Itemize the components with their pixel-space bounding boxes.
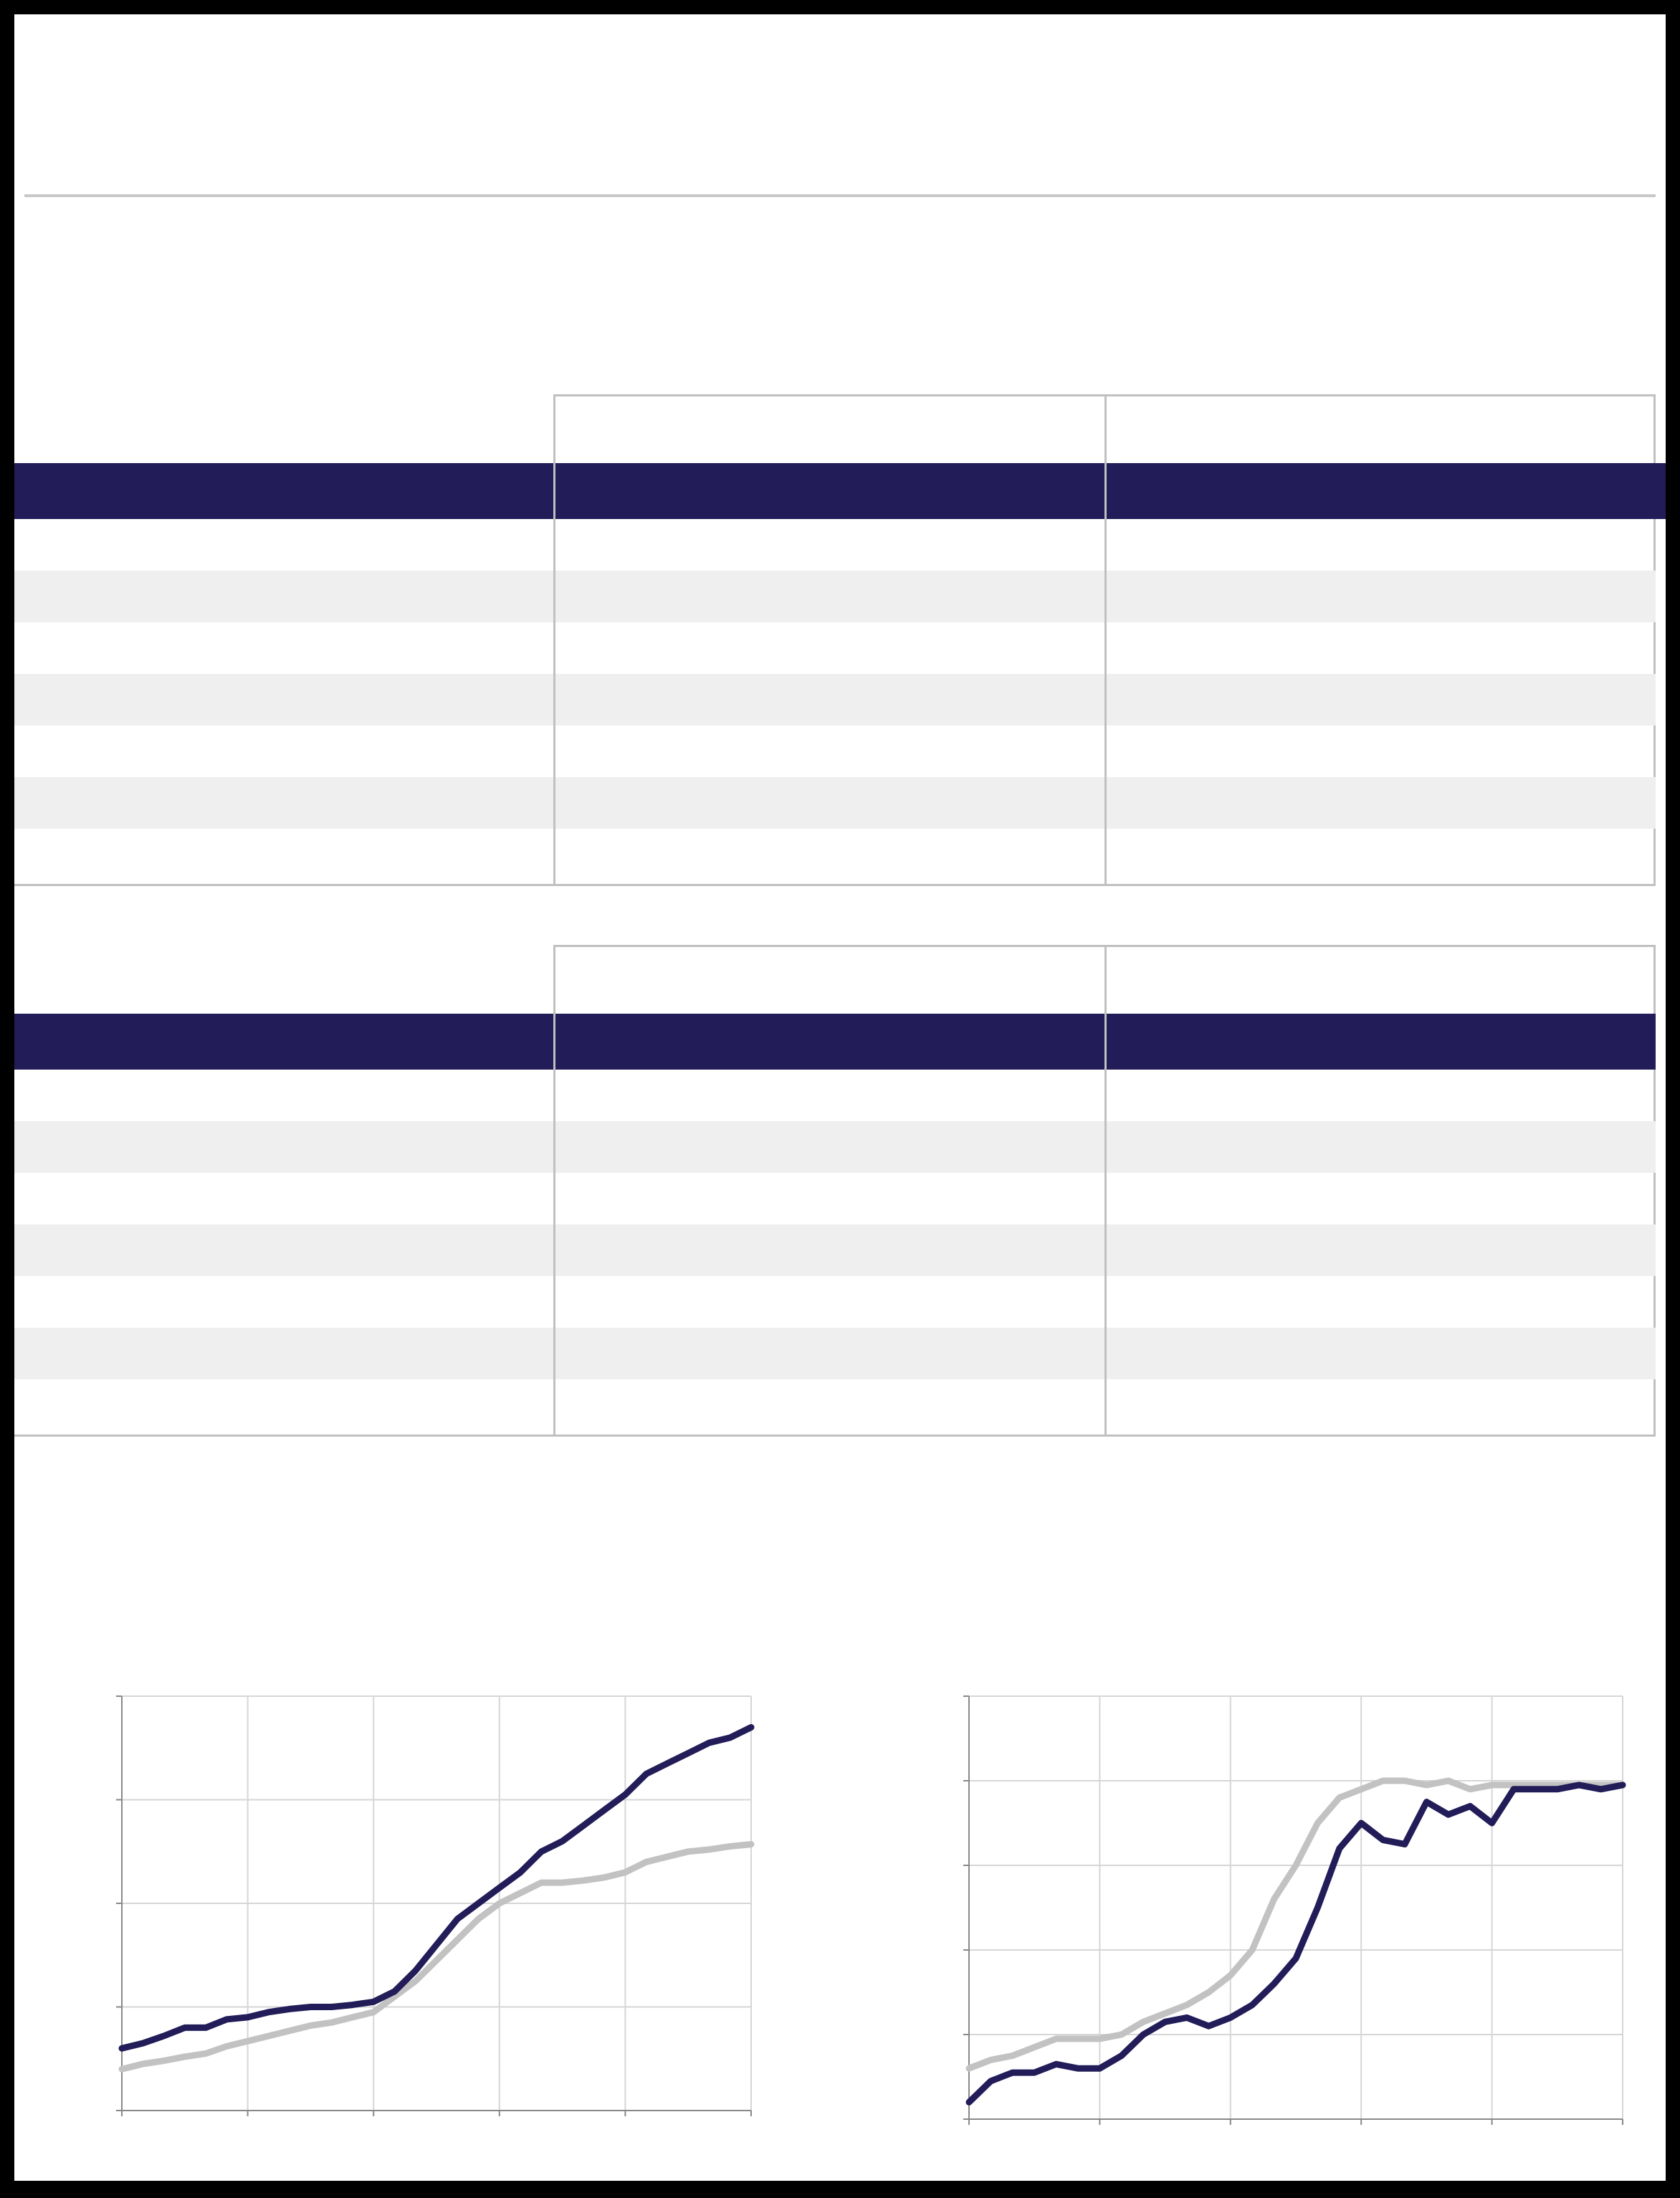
table-1-divider bbox=[1104, 394, 1107, 886]
table-row bbox=[14, 674, 1656, 725]
table-row bbox=[14, 1173, 1656, 1224]
header-rule bbox=[24, 194, 1656, 197]
line-chart-2 bbox=[963, 1695, 1626, 2125]
table-1 bbox=[14, 394, 1666, 900]
table-1-bottom-border bbox=[14, 884, 1656, 886]
table-row bbox=[14, 1121, 1656, 1173]
table-row bbox=[14, 1070, 1656, 1121]
page bbox=[14, 14, 1666, 2181]
table-row bbox=[14, 1379, 1656, 1431]
line-chart-1 bbox=[116, 1695, 755, 2116]
table-row bbox=[14, 571, 1656, 622]
table-row bbox=[14, 725, 1656, 777]
table-1-divider bbox=[553, 394, 555, 886]
table-row bbox=[14, 829, 1656, 880]
table-1-header-row bbox=[14, 463, 1666, 519]
series-line-1 bbox=[118, 1723, 755, 2052]
series-line-1 bbox=[965, 1781, 1626, 2106]
table-row bbox=[14, 1224, 1656, 1276]
series-line-2 bbox=[118, 1841, 755, 2073]
table-row bbox=[14, 777, 1656, 829]
table-2 bbox=[14, 945, 1666, 1451]
table-row bbox=[14, 1328, 1656, 1379]
table-2-header-row bbox=[14, 1014, 1656, 1070]
table-row bbox=[14, 1276, 1656, 1328]
table-2-divider bbox=[1104, 945, 1107, 1437]
series-line-2 bbox=[965, 1777, 1626, 2072]
table-row bbox=[14, 519, 1656, 571]
table-2-bottom-border bbox=[14, 1435, 1656, 1437]
table-row bbox=[14, 622, 1656, 674]
table-2-divider bbox=[553, 945, 555, 1437]
